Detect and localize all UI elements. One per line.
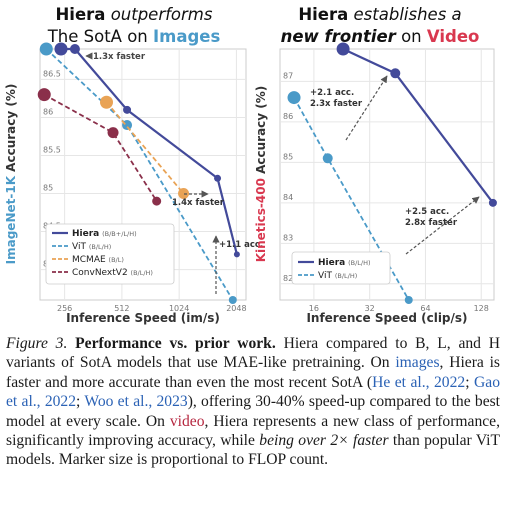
right-title-line1: Hiera establishes a [298, 5, 461, 24]
hiera-point [123, 105, 132, 114]
x-tick-label: 1024 [169, 304, 189, 313]
left-title-italic: outperforms [111, 5, 213, 24]
legend-convnext-label: ConvNextV2 (B/L/H) [72, 268, 153, 278]
convnext-point [37, 88, 51, 102]
caption-title: Performance vs. prior work. [75, 335, 276, 352]
convnext-line [43, 93, 158, 202]
caption-text-4: , Hiera represents a new class of perfor… [6, 412, 500, 450]
imagenet-grid [40, 49, 246, 300]
imagenet-legend-box [45, 223, 175, 285]
imagenet-annotation-acc: +1.1 acc. [219, 240, 263, 250]
x-tick-label: 512 [114, 304, 129, 313]
kinetics-ylabel: Kinetics-400 Accuracy (%) [254, 86, 268, 263]
x-tick-label: 64 [420, 304, 430, 313]
imagenet-ylabel: ImageNet-1K Accuracy (%) [4, 84, 18, 265]
vit-point [322, 153, 333, 164]
caption-images-link[interactable]: images [395, 354, 440, 372]
y-tick-label: 86.5 [43, 69, 61, 78]
left-title-images: Images [153, 27, 220, 46]
caption-italic-phrase: being over 2× faster [259, 432, 389, 450]
right-title-bold: Hiera [298, 5, 348, 24]
kinetics-legend-vit-label: ViT (B/L/H) [318, 271, 357, 281]
vit-point [39, 42, 53, 56]
hiera-point [488, 198, 497, 207]
caption-video-link[interactable]: video [169, 412, 205, 430]
caption-cite-gao[interactable]: Gao et al., 2022 [6, 373, 501, 411]
hiera-point [233, 251, 240, 258]
right-title-line2: new frontier on Video [281, 27, 480, 46]
left-title-prefix: The SotA on [47, 27, 148, 46]
y-tick-label: 86 [43, 107, 53, 116]
kinetics-arrow-1 [345, 75, 388, 141]
vit-point [287, 91, 301, 105]
right-title-on: on [401, 27, 422, 46]
x-tick-label: 128 [474, 304, 489, 313]
left-title-bold: Hiera [56, 5, 106, 24]
imagenet-series [37, 42, 240, 304]
figure-canvas: Hiera outperforms The SotA on Images Hie… [4, 5, 497, 325]
kinetics-legend-box [291, 251, 391, 285]
vit-line [45, 48, 234, 301]
kinetics-plot-frame [279, 48, 495, 301]
y-tick-label: 85 [283, 152, 293, 161]
caption-sep-2: ; [76, 393, 85, 411]
kinetics-arrow-2 [405, 196, 480, 255]
caption-text-2: , Hiera is faster and more accurate than… [6, 354, 500, 391]
x-tick-label: 2048 [226, 304, 246, 313]
kinetics-xlabel: Inference Speed (clip/s) [306, 311, 467, 325]
convnext-point [152, 196, 162, 206]
y-tick-label: 85 [43, 184, 53, 193]
y-tick-label: 83 [283, 233, 293, 242]
imagenet-plot-frame [39, 48, 247, 301]
convnext-point [107, 127, 119, 139]
y-tick-label: 86 [283, 112, 293, 121]
left-title-line1: Hiera outperforms [56, 5, 213, 24]
y-tick-label: 87 [283, 71, 293, 80]
kinetics-legend: Hiera (B/L/H) ViT (B/L/H) [291, 251, 391, 285]
right-title-video: Video [427, 27, 479, 46]
hiera-point [54, 42, 68, 56]
caption-text-3: ), offering 30-40% speed-up compared to … [6, 393, 501, 430]
caption-text-1: Hiera compared to B, L, and H variants o… [6, 335, 501, 372]
imagenet-annotation-1-3x: 1.3x faster [93, 52, 146, 62]
hiera-point [390, 68, 401, 79]
mcmae-line [105, 101, 185, 195]
legend-vit-label: ViT (B/L/H) [72, 242, 111, 252]
left-title-line2: The SotA on Images [47, 27, 221, 46]
caption-text-5: than popular ViT models. Marker size is … [6, 432, 500, 469]
kinetics-ticks: 16 32 64 128 82 83 84 85 86 87 [283, 71, 489, 313]
hiera-point [336, 42, 350, 56]
imagenet-annotation-1-4x: 1.4x faster [172, 198, 225, 208]
legend-hiera-label: Hiera (B/B+/L/H) [72, 229, 137, 239]
legend-mcmae-label: MCMAE (B/L) [72, 255, 124, 265]
figure-caption: Figure 3. Performance vs. prior work. Hi… [6, 334, 500, 470]
y-tick-label: 82 [283, 274, 293, 283]
y-tick-label: 84 [283, 193, 293, 202]
y-tick-label: 85.5 [43, 145, 61, 154]
imagenet-xlabel: Inference Speed (im/s) [66, 311, 220, 325]
mcmae-point [178, 188, 190, 200]
x-tick-label: 16 [309, 304, 319, 313]
kinetics-legend-hiera-label: Hiera (B/L/H) [318, 258, 371, 268]
caption-cite-he[interactable]: He et al., 2022 [372, 373, 466, 391]
imagenet-legend: Hiera (B/B+/L/H) ViT (B/L/H) MCMAE (B/L)… [45, 223, 175, 285]
caption-figure-number: Figure 3. [6, 335, 68, 352]
mcmae-point [100, 95, 114, 109]
kinetics-annotation-1: +2.1 acc. 2.3x faster [310, 88, 363, 109]
vit-point [228, 296, 237, 304]
hiera-line [342, 48, 494, 204]
hiera-point [69, 44, 80, 54]
kinetics-plot: 16 32 64 128 82 83 84 85 86 87 +2.1 acc. 2.3x fast… [254, 42, 497, 325]
caption-sep-1: ; [465, 373, 475, 391]
kinetics-annotation-2: +2.5 acc. 2.8x faster [405, 207, 458, 228]
caption-cite-woo[interactable]: Woo et al., 2023 [84, 393, 188, 411]
vit-point [404, 296, 413, 304]
right-title-italic: establishes a [354, 5, 462, 24]
hiera-point [214, 174, 222, 182]
right-title-frontier: new frontier [281, 27, 397, 46]
x-tick-label: 256 [57, 304, 72, 313]
x-tick-label: 32 [365, 304, 375, 313]
